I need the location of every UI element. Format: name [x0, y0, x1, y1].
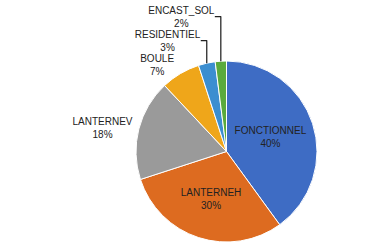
- svg-text:BOULE7%: BOULE7%: [140, 53, 174, 77]
- svg-text:RESIDENTIEL3%: RESIDENTIEL3%: [135, 29, 201, 53]
- svg-text:LANTERNEH30%: LANTERNEH30%: [181, 187, 242, 211]
- svg-text:FONCTIONNEL40%: FONCTIONNEL40%: [235, 125, 307, 149]
- svg-text:LANTERNEV18%: LANTERNEV18%: [72, 116, 132, 140]
- svg-text:ENCAST_SOL2%: ENCAST_SOL2%: [148, 5, 215, 29]
